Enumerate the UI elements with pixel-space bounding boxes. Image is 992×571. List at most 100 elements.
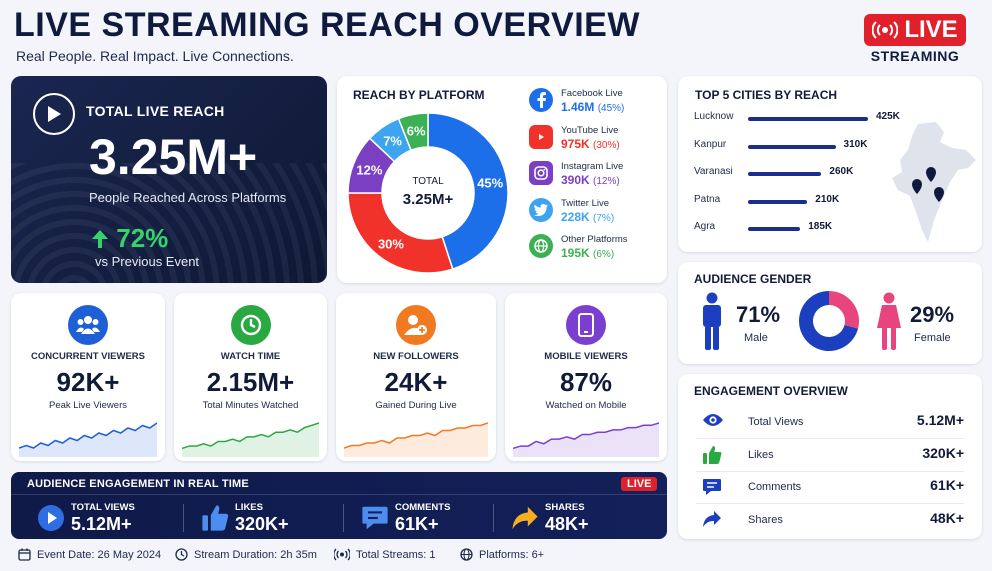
legend-text: Other Platforms 195K (6%) [561,234,628,260]
legend-text: Twitter Live 228K (7%) [561,198,614,224]
total-reach-label: TOTAL LIVE REACH [86,103,225,119]
legend-name: Other Platforms [561,234,628,245]
globe-icon [529,234,553,258]
page-subtitle: Real People. Real Impact. Live Connectio… [16,48,294,64]
india-map-icon [892,122,976,242]
mobile-icon [566,305,606,345]
legend-value: 390K (12%) [561,173,623,187]
legend-item[interactable]: Instagram Live 390K (12%) [529,161,623,187]
thumbs-up-icon [702,445,724,465]
sparkline-line [344,422,488,449]
sparkline-line [182,422,319,450]
kpi-label: CONCURRENT VIEWERS [30,351,145,362]
legend-item[interactable]: Facebook Live 1.46M (45%) [529,88,624,114]
realtime-divider-vertical [183,504,184,532]
arrow-up-icon [92,230,108,248]
donut-slice-other-platforms[interactable] [397,112,429,152]
kpi-description: Total Minutes Watched [202,400,299,411]
city-bar[interactable] [748,227,801,231]
instagram-icon [529,161,553,185]
engagement-label: Total Views [748,416,804,428]
city-bar[interactable] [748,144,836,149]
legend-item[interactable]: Twitter Live 228K (7%) [529,197,614,224]
realtime-live-badge: LIVE [621,477,658,491]
city-bar[interactable] [748,117,868,121]
legend-value: 228K (7%) [561,210,614,224]
engagement-separator [696,503,964,504]
city-bar[interactable] [748,199,808,204]
kpi-value: 87% [559,367,613,397]
platform-title: REACH BY PLATFORM [353,88,485,102]
event-date-text: Event Date: 26 May 2024 [37,548,162,561]
legend-value-number: 1.46M [561,100,598,114]
legend-value-number: 975K [561,136,594,151]
donut-slice-label: 7% [383,133,402,148]
kpi-value: 92K+ [56,367,120,397]
city-bar[interactable] [748,172,822,176]
realtime-value: 5.12M+ [71,514,132,534]
gender-donut-chart [799,291,859,351]
legend-item[interactable]: Other Platforms 195K (6%) [529,234,628,260]
kpi-label: WATCH TIME [220,351,281,362]
broadcast-icon [334,548,350,561]
donut-slice-label: 12% [356,162,382,177]
kpi-description: Watched on Mobile [545,400,627,411]
realtime-value: 61K+ [395,514,439,534]
realtime-divider-vertical [493,504,494,532]
city-value: 425K [876,111,900,122]
platforms-text: Platforms: 6+ [479,548,545,561]
donut-slice-facebook-live[interactable] [427,112,509,271]
broadcast-icon [872,21,899,39]
play-icon [37,504,65,532]
legend-value-number: 228K [561,209,594,224]
gender-slice-female[interactable] [829,291,859,329]
legend-text: Facebook Live 1.46M (45%) [561,88,624,114]
footer-duration: Stream Duration: 2h 35m [175,548,317,561]
legend-value: 1.46M (45%) [561,100,624,114]
realtime-label: COMMENTS [395,502,451,513]
realtime-title: AUDIENCE ENGAGEMENT IN REAL TIME [27,478,249,490]
donut-slice-youtube-live[interactable] [347,192,454,274]
kpi-card: CONCURRENT VIEWERS 92K+ Peak Live Viewers [11,293,165,461]
legend-item[interactable]: YouTube Live 975K (30%) [529,124,620,151]
city-value: 210K [815,193,840,205]
duration-text: Stream Duration: 2h 35m [194,548,317,561]
cities-card: TOP 5 CITIES BY REACH Lucknow 425K Kanpur 3… [678,76,982,252]
streams-text: Total Streams: 1 [356,548,436,561]
live-badge-text: LIVE [904,16,958,43]
realtime-divider [11,494,667,495]
realtime-value: 48K+ [545,514,589,534]
share-icon [702,510,724,530]
male-percentage: 71% [736,302,781,327]
youtube-icon [529,124,553,149]
gender-slice-male[interactable] [799,291,859,351]
growth-indicator: 72% [91,223,168,254]
kpi-description: Gained During Live [375,400,457,411]
realtime-item: LIKES 320K+ [195,498,345,534]
city-name: Patna [694,193,721,205]
footer-streams: Total Streams: 1 [334,548,435,561]
sparkline-area [513,423,659,457]
platform-card: REACH BY PLATFORM 45% 30% 12% 7% 6% TOTAL 3.… [337,76,667,283]
play-icon[interactable] [33,93,75,135]
growth-note: vs Previous Event [95,254,200,269]
total-reach-card: TOTAL LIVE REACH 3.25M+ People Reached A… [11,76,327,283]
engagement-row: Comments 61K+ [696,475,964,499]
legend-value-number: 390K [561,173,594,187]
thumbs-up-icon [201,504,229,532]
engagement-value: 320K+ [922,444,964,461]
footer-event-date: Event Date: 26 May 2024 [18,548,161,561]
engagement-row: Likes 320K+ [696,443,964,467]
kpi-label: NEW FOLLOWERS [373,351,459,362]
realtime-item: TOTAL VIEWS 5.12M+ [31,498,181,534]
engagement-row: Shares 48K+ [696,508,964,532]
realtime-item: COMMENTS 61K+ [355,498,505,534]
legend-value: 195K (6%) [561,246,628,260]
donut-slice-label: 45% [477,176,503,191]
city-name: Kanpur [694,138,727,150]
donut-center-label: TOTAL [412,176,444,187]
engagement-value: 48K+ [930,509,964,526]
legend-text: YouTube Live 975K (30%) [561,125,620,151]
gender-card: AUDIENCE GENDER 71% Male 29% Female [678,262,982,364]
legend-value-percent: (7%) [593,212,615,224]
